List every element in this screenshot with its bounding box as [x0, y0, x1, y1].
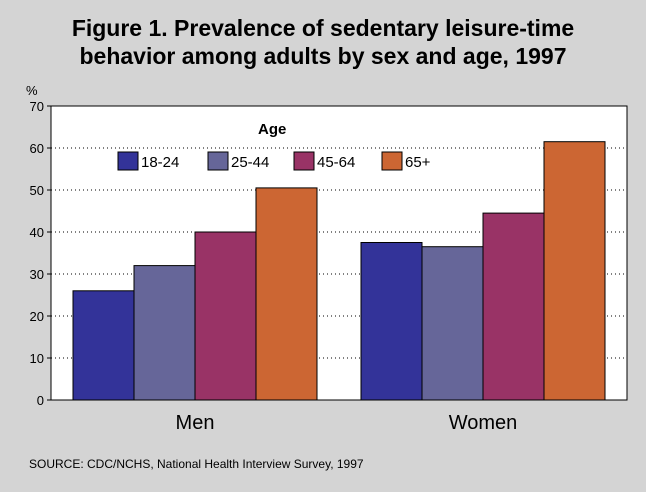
- y-tick-label: 40: [30, 225, 44, 240]
- y-tick-label: 60: [30, 141, 44, 156]
- legend-swatch: [381, 151, 403, 171]
- y-tick-label: 0: [37, 393, 44, 408]
- x-category-label: Women: [449, 412, 518, 434]
- x-category-label: Men: [176, 412, 215, 434]
- bar-women-45-64: [482, 212, 545, 401]
- bar-men-65plus: [255, 187, 318, 401]
- source-note: SOURCE: CDC/NCHS, National Health Interv…: [29, 457, 364, 471]
- legend-label: 25-44: [231, 154, 269, 171]
- legend-label: 65+: [405, 154, 431, 171]
- bar-women-25-44: [421, 246, 484, 401]
- y-tick-label: 20: [30, 309, 44, 324]
- bar-men-18-24: [72, 290, 135, 401]
- y-tick-label: 50: [30, 183, 44, 198]
- legend-label: 45-64: [317, 154, 355, 171]
- bar-men-45-64: [194, 231, 257, 401]
- bar-women-18-24: [360, 242, 423, 401]
- y-tick-label: 70: [30, 99, 44, 114]
- legend: Age 18-24 25-44 45-64 65+: [117, 121, 431, 171]
- chart-title-line-1: Figure 1. Prevalence of sedentary leisur…: [71, 15, 575, 41]
- y-tick-label: 10: [30, 351, 44, 366]
- legend-label: 18-24: [141, 154, 179, 171]
- y-axis-unit-label: %: [26, 83, 38, 98]
- x-axis: Men Women: [176, 412, 518, 434]
- legend-swatch: [117, 151, 139, 171]
- legend-swatch: [293, 151, 315, 171]
- legend-title: Age: [258, 121, 286, 138]
- y-axis: 0 10 20 30 40 50 60 70: [30, 99, 51, 408]
- chart-title: Figure 1. Prevalence of sedentary leisur…: [0, 14, 646, 70]
- chart-title-line-2: behavior among adults by sex and age, 19…: [79, 43, 567, 69]
- bars: [72, 141, 606, 401]
- legend-swatch: [207, 151, 229, 171]
- bar-women-65plus: [543, 141, 606, 401]
- y-tick-label: 30: [30, 267, 44, 282]
- bar-men-25-44: [133, 265, 196, 401]
